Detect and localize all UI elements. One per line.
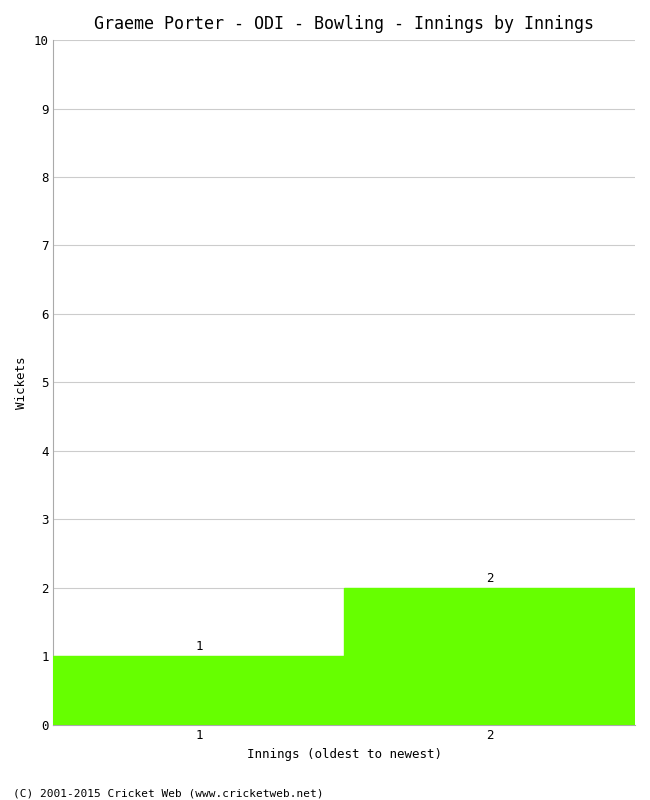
Text: (C) 2001-2015 Cricket Web (www.cricketweb.net): (C) 2001-2015 Cricket Web (www.cricketwe… [13, 788, 324, 798]
Bar [344, 588, 635, 725]
Y-axis label: Wickets: Wickets [15, 356, 28, 409]
Text: 2: 2 [486, 572, 493, 585]
Title: Graeme Porter - ODI - Bowling - Innings by Innings: Graeme Porter - ODI - Bowling - Innings … [94, 15, 594, 33]
X-axis label: Innings (oldest to newest): Innings (oldest to newest) [247, 748, 442, 761]
Text: 1: 1 [195, 640, 203, 654]
Bar [53, 656, 344, 725]
